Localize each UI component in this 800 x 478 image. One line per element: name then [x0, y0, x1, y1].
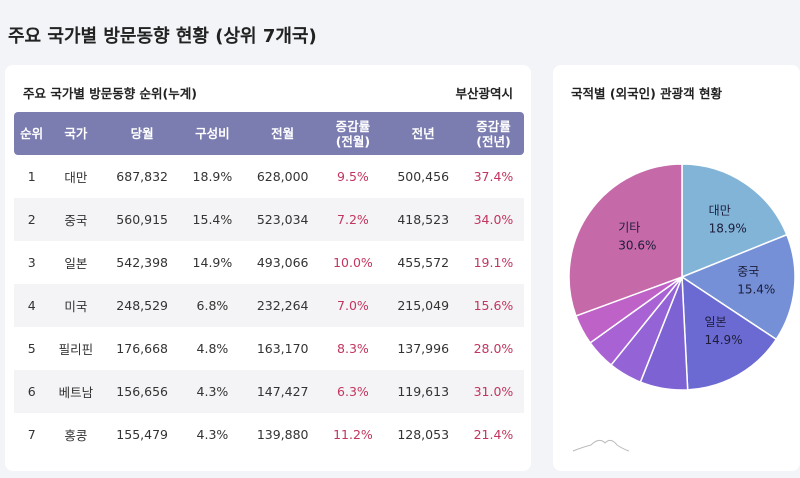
column-header: 순위: [14, 112, 50, 155]
table-cell: 455,572: [397, 255, 450, 270]
table-cell: 7.0%: [322, 284, 384, 327]
table-cell: 137,996: [397, 341, 450, 356]
table-row: 1 대만 687,832 18.9% 628,000 9.5% 500,456 37.4%: [14, 155, 524, 198]
table-row: 3 일본 542,398 14.9% 493,066 10.0% 455,572 19.1%: [14, 241, 524, 284]
table-cell: 21.4%: [473, 427, 514, 442]
table-cell: 6.8%: [181, 284, 243, 327]
table-cell: 4.8%: [196, 341, 229, 356]
table-cell: 163,170: [256, 341, 309, 356]
table-cell: 560,915: [102, 198, 182, 241]
pie-label: 18.9%: [709, 222, 747, 236]
table-cell: 248,529: [102, 284, 182, 327]
pie-label: 중국: [737, 265, 759, 279]
pie-label: 30.6%: [618, 238, 656, 252]
table-cell: 687,832: [116, 169, 168, 184]
table-cell: 4: [14, 284, 50, 327]
table-row: 5 필리핀 176,668 4.8% 163,170 8.3% 137,996 28.0%: [14, 327, 524, 370]
table-cell: 14.9%: [192, 255, 233, 270]
page-title: 주요 국가별 방문동향 현황 (상위 7개국): [8, 26, 317, 47]
column-header: 구성비: [181, 112, 243, 155]
table-cell: 7.2%: [322, 198, 384, 241]
pie-label: 15.4%: [737, 283, 775, 297]
table-cell: 418,523: [383, 198, 463, 241]
table-cell: 156,656: [102, 370, 182, 413]
table-row: 2 중국 560,915 15.4% 523,034 7.2% 418,523 34.0%: [14, 198, 524, 241]
column-header: 증감률 (전월): [322, 112, 384, 155]
column-header: 국가: [49, 112, 103, 155]
table-cell: 6: [14, 370, 50, 413]
table-cell: 5: [27, 341, 36, 356]
table-cell: 31.0%: [462, 370, 524, 413]
column-header: 증감률 (전년): [462, 112, 524, 155]
region-label: 부산광역시: [455, 86, 513, 101]
table-cell: 19.1%: [473, 255, 514, 270]
table-cell: 215,049: [383, 284, 463, 327]
table-cell: 176,668: [116, 341, 168, 356]
table-row: 7 홍콩 155,479 4.3% 139,880 11.2% 128,053 21.4%: [14, 413, 524, 456]
pie-slice[interactable]: [568, 163, 683, 317]
pie-slice[interactable]: [681, 275, 778, 391]
table-cell: 500,456: [397, 169, 450, 184]
table-cell: 홍콩: [64, 428, 88, 443]
table-cell: 139,880: [256, 427, 309, 442]
card-title: 국적별 (외국인) 관광객 현황: [571, 86, 722, 101]
table-cell: 3: [27, 255, 36, 270]
table-cell: 4.3%: [181, 370, 243, 413]
pie-label: 14.9%: [704, 333, 742, 347]
table-cell: 18.9%: [192, 169, 233, 184]
table-cell: 523,034: [242, 198, 323, 241]
table-cell: 37.4%: [473, 169, 514, 184]
table-cell: 중국: [49, 198, 103, 241]
table-cell: 1: [27, 169, 36, 184]
table-cell: 8.3%: [337, 341, 369, 356]
table-cell: 7: [27, 427, 36, 442]
table-cell: 대만: [64, 170, 88, 185]
table-cell: 147,427: [242, 370, 323, 413]
column-header: 당월: [102, 112, 182, 155]
pie-card: 국적별 (외국인) 관광객 현황 대만 18.9% 중국 15.4% 일본 14.9% 기타…: [553, 65, 800, 471]
table-cell: 11.2%: [333, 427, 373, 442]
pie-slice[interactable]: [681, 163, 788, 279]
table-cell: 232,264: [242, 284, 323, 327]
table-cell: 9.5%: [337, 169, 369, 184]
table-cell: 필리핀: [58, 342, 94, 357]
table-cell: 119,613: [383, 370, 463, 413]
pie-label: 대만: [709, 204, 731, 218]
table-cell: 베트남: [49, 370, 103, 413]
table-cell: 628,000: [256, 169, 309, 184]
table-cell: 4.3%: [196, 427, 229, 442]
table-cell: 6.3%: [322, 370, 384, 413]
table-cell: 일본: [64, 256, 88, 271]
card-title: 주요 국가별 방문동향 순위(누계): [23, 86, 197, 101]
table-row: 6 베트남 156,656 4.3% 147,427 6.3% 119,613 31.0%: [14, 370, 524, 413]
table-cell: 15.6%: [462, 284, 524, 327]
pie-slice[interactable]: [680, 233, 796, 341]
table-cell: 28.0%: [473, 341, 514, 356]
table-cell: 34.0%: [462, 198, 524, 241]
table-cell: 2: [14, 198, 50, 241]
logo-icon: [572, 439, 630, 452]
table-cell: 15.4%: [181, 198, 243, 241]
pie-label: 일본: [704, 315, 726, 329]
table-cell: 155,479: [116, 427, 168, 442]
ranking-card: 주요 국가별 방문동향 순위(누계) 부산광역시 순위 국가 당월 구성비 전월 증감률 …: [5, 65, 531, 471]
table-cell: 미국: [49, 284, 103, 327]
table-cell: 493,066: [256, 255, 309, 270]
column-header: 전년: [383, 112, 463, 155]
table-cell: 10.0%: [333, 255, 373, 270]
table-cell: 128,053: [397, 427, 450, 442]
column-header: 전월: [242, 112, 323, 155]
table-row: 4 미국 248,529 6.8% 232,264 7.0% 215,049 15.6%: [14, 284, 524, 327]
pie-chart: 대만 18.9% 중국 15.4% 일본 14.9% 기타 30.6%: [568, 163, 796, 452]
table-cell: 542,398: [116, 255, 168, 270]
ranking-table: 순위 국가 당월 구성비 전월 증감률 (전월) 전년 증감률 (전년) 1 대만 687,832…: [14, 112, 524, 456]
pie-label: 기타: [618, 220, 640, 234]
